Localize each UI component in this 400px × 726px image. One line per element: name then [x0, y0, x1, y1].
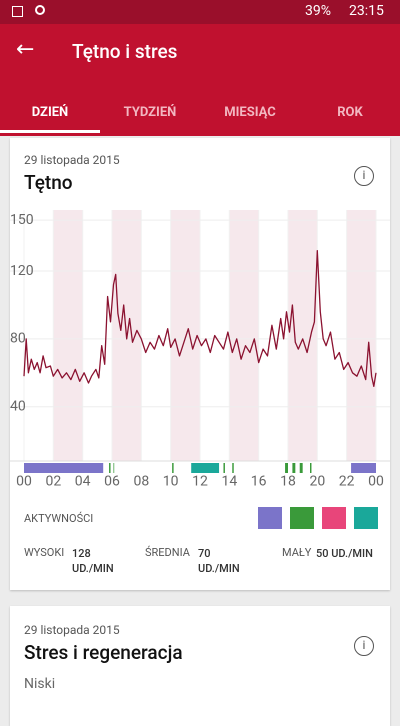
x-tick-label: 00 [368, 474, 384, 490]
stat-value: 70 UD./MIN [198, 547, 240, 575]
stress-card: 29 listopada 2015 Stres i regeneracja i … [10, 606, 390, 726]
info-button[interactable]: i [354, 636, 374, 656]
status-bar: 39% 23:15 [0, 0, 400, 24]
hour-band [229, 210, 259, 461]
run-icon[interactable] [322, 507, 346, 529]
x-tick-label: 06 [104, 474, 120, 490]
app-bar: ← Tętno i stres DZIEŃ TYDZIEŃ MIESIĄC ROK [0, 24, 400, 136]
heart-rate-chart: 00 02 04 06 08 10 12 14 16 18 20 22 00 40 80 120 150 [10, 210, 390, 490]
x-tick-label: 20 [309, 474, 325, 490]
card-title: Stres i regeneracja [24, 641, 183, 664]
activity-segment [109, 463, 111, 473]
app-title: Tętno i stres [72, 40, 178, 63]
y-tick-label: 120 [10, 263, 34, 279]
activity-segment [232, 463, 234, 473]
y-tick-label: 150 [10, 212, 34, 228]
activity-segment [310, 463, 312, 473]
hour-band [170, 210, 200, 461]
tab-indicator [0, 130, 100, 133]
icon [12, 6, 23, 17]
stat-label: MAŁY [282, 546, 312, 559]
activity-segment [292, 463, 296, 473]
activity-segment [351, 463, 376, 473]
walk-icon[interactable] [290, 507, 314, 529]
x-tick-label: 18 [280, 474, 296, 490]
activity-segment [24, 463, 104, 473]
x-tick-label: 22 [339, 474, 355, 490]
stat-value: 50 UD./MIN [316, 547, 373, 560]
tab[interactable]: DZIEŃ [31, 105, 69, 120]
stress-level: Niski [24, 676, 56, 692]
x-tick-label: 02 [45, 474, 61, 490]
date: 29 listopada 2015 [24, 623, 120, 637]
tab[interactable]: MIESIĄC [224, 105, 276, 120]
activity-segment [285, 463, 288, 473]
x-tick-label: 04 [75, 474, 91, 490]
activities-label: AKTYWNOŚCI [24, 512, 94, 525]
x-tick-label: 14 [221, 474, 237, 490]
y-tick-label: 40 [10, 398, 26, 414]
activity-segment [191, 463, 220, 473]
hour-band [346, 210, 376, 461]
info-button[interactable]: i [354, 166, 374, 186]
activity-segment [299, 463, 303, 473]
x-tick-label: 08 [133, 474, 149, 490]
x-tick-label: 10 [163, 474, 179, 490]
icon [35, 5, 45, 15]
card-title: Tętno [24, 171, 73, 194]
x-tick-label: 12 [192, 474, 208, 490]
time: 23:15 [349, 3, 384, 19]
stat-label: ŚREDNIA [145, 546, 190, 559]
hour-band [288, 210, 318, 461]
vehicle-icon[interactable] [354, 507, 378, 529]
y-tick-label: 80 [10, 331, 26, 347]
hour-band [53, 210, 83, 461]
stat-value: 128 UD./MIN [72, 547, 114, 575]
battery: 39% [305, 3, 331, 19]
activity-segment [113, 463, 115, 473]
x-tick-label: 00 [16, 474, 32, 490]
stat-label: WYSOKI [24, 546, 65, 559]
tab[interactable]: TYDZIEŃ [123, 105, 177, 120]
tab[interactable]: ROK [337, 105, 363, 120]
activity-segment [223, 463, 225, 473]
heart-rate-line [23, 250, 377, 388]
sleep-icon[interactable] [258, 507, 282, 529]
x-tick-label: 16 [251, 474, 267, 490]
date: 29 listopada 2015 [24, 153, 120, 167]
back-button[interactable]: ← [16, 37, 35, 62]
activity-segment [172, 463, 174, 473]
